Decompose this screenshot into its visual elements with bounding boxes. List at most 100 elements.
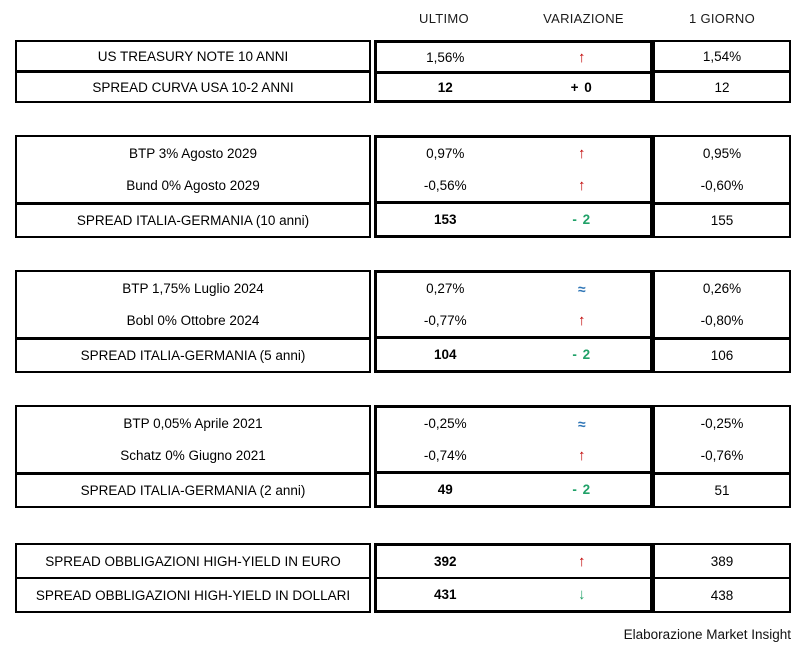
ultimo-variazione-box: 0,27% ≈ -0,77% ↑ 104 - 2 xyxy=(374,270,653,373)
ultimo-value: 1,56% xyxy=(426,49,465,65)
table-row: 155 xyxy=(655,202,789,236)
giorno-value: -0,60% xyxy=(700,178,744,194)
giorno-value: 1,54% xyxy=(702,48,742,64)
table-row: SPREAD ITALIA-GERMANIA (10 anni) xyxy=(17,202,369,236)
column-header-ultimo: ULTIMO xyxy=(419,10,469,26)
down-arrow-icon: ↓ xyxy=(578,586,586,603)
giorno-value: 106 xyxy=(710,348,734,363)
ultimo-value: -0,77% xyxy=(423,312,467,328)
source-credit: Elaborazione Market Insight xyxy=(623,627,791,642)
up-arrow-icon: ↑ xyxy=(578,145,586,163)
table-row: 438 xyxy=(655,577,789,611)
table-row: BTP 3% Agosto 2029 xyxy=(17,137,369,170)
table-row: BTP 0,05% Aprile 2021 xyxy=(17,407,369,440)
ultimo-variazione-box: -0,25% ≈ -0,74% ↑ 49 - 2 xyxy=(374,405,653,508)
label-column: BTP 1,75% Luglio 2024 Bobl 0% Ottobre 20… xyxy=(15,270,371,373)
table-us-treasury: US TREASURY NOTE 10 ANNI SPREAD CURVA US… xyxy=(0,40,805,103)
label-column: US TREASURY NOTE 10 ANNI SPREAD CURVA US… xyxy=(15,40,371,103)
table-italia-germania-5-anni: BTP 1,75% Luglio 2024 Bobl 0% Ottobre 20… xyxy=(0,270,805,373)
table-row: 49 - 2 xyxy=(377,471,650,505)
table-row: SPREAD CURVA USA 10-2 ANNI xyxy=(17,70,369,101)
ultimo-value: -0,56% xyxy=(423,177,467,193)
giorno-value: 438 xyxy=(710,587,734,603)
table-row: -0,80% xyxy=(655,305,789,338)
row-label: BTP 1,75% Luglio 2024 xyxy=(122,280,264,296)
table-row: Bobl 0% Ottobre 2024 xyxy=(17,305,369,338)
label-column: BTP 3% Agosto 2029 Bund 0% Agosto 2029 S… xyxy=(15,135,371,238)
column-header-1-giorno: 1 GIORNO xyxy=(689,10,755,26)
giorno-value: 51 xyxy=(714,483,730,498)
ultimo-value: 0,97% xyxy=(426,146,465,162)
table-row: 431 ↓ xyxy=(377,577,650,610)
table-row: Bund 0% Agosto 2029 xyxy=(17,170,369,203)
row-label: Schatz 0% Giugno 2021 xyxy=(120,448,266,464)
table-row: -0,76% xyxy=(655,440,789,473)
ultimo-value: 49 xyxy=(437,482,453,497)
table-row: 51 xyxy=(655,472,789,506)
table-row: SPREAD ITALIA-GERMANIA (5 anni) xyxy=(17,337,369,371)
table-row: SPREAD OBBLIGAZIONI HIGH-YIELD IN EURO xyxy=(17,545,369,577)
table-row: SPREAD OBBLIGAZIONI HIGH-YIELD IN DOLLAR… xyxy=(17,577,369,611)
table-row: -0,77% ↑ xyxy=(377,304,650,336)
row-label: SPREAD OBBLIGAZIONI HIGH-YIELD IN DOLLAR… xyxy=(35,587,351,603)
up-arrow-icon: ↑ xyxy=(578,176,586,194)
row-label: SPREAD ITALIA-GERMANIA (5 anni) xyxy=(80,348,306,363)
ultimo-variazione-box: 1,56% ↑ 12 + 0 xyxy=(374,40,653,103)
table-row: -0,60% xyxy=(655,170,789,203)
table-row: 0,97% ↑ xyxy=(377,138,650,170)
ultimo-value: -0,74% xyxy=(423,447,467,463)
ultimo-variazione-box: 0,97% ↑ -0,56% ↑ 153 - 2 xyxy=(374,135,653,238)
table-row: 389 xyxy=(655,545,789,577)
ultimo-value: 104 xyxy=(433,347,457,362)
ultimo-variazione-box: 392 ↑ 431 ↓ xyxy=(374,543,653,613)
table-row: 12 + 0 xyxy=(377,71,650,100)
row-label: BTP 0,05% Aprile 2021 xyxy=(123,415,263,431)
giorno-column: 0,95% -0,60% 155 xyxy=(653,135,791,238)
table-row: 12 xyxy=(655,70,789,101)
giorno-value: 389 xyxy=(710,553,734,569)
up-arrow-icon: ↑ xyxy=(578,48,586,66)
up-arrow-icon: ↑ xyxy=(578,446,586,464)
giorno-value: 0,26% xyxy=(702,280,742,296)
row-label: SPREAD ITALIA-GERMANIA (2 anni) xyxy=(80,483,306,498)
variation-indicator: - 2 xyxy=(572,212,592,227)
approximately-equal-icon: ≈ xyxy=(577,415,586,432)
giorno-column: 0,26% -0,80% 106 xyxy=(653,270,791,373)
row-label: SPREAD ITALIA-GERMANIA (10 anni) xyxy=(76,213,310,228)
ultimo-value: -0,25% xyxy=(423,416,467,431)
row-label: US TREASURY NOTE 10 ANNI xyxy=(97,48,289,64)
row-label: BTP 3% Agosto 2029 xyxy=(128,145,258,161)
giorno-value: -0,76% xyxy=(700,448,744,464)
label-column: BTP 0,05% Aprile 2021 Schatz 0% Giugno 2… xyxy=(15,405,371,508)
up-arrow-icon: ↑ xyxy=(578,311,586,329)
table-row: -0,25% ≈ xyxy=(377,408,650,439)
giorno-value: 155 xyxy=(710,213,734,228)
giorno-value: -0,25% xyxy=(700,415,744,431)
table-row: 153 - 2 xyxy=(377,201,650,235)
row-label: Bobl 0% Ottobre 2024 xyxy=(126,313,260,329)
table-row: 1,54% xyxy=(655,42,789,70)
table-row: 106 xyxy=(655,337,789,371)
table-high-yield: SPREAD OBBLIGAZIONI HIGH-YIELD IN EURO S… xyxy=(0,543,805,613)
giorno-value: 12 xyxy=(714,79,730,95)
row-label: SPREAD CURVA USA 10-2 ANNI xyxy=(92,79,294,95)
giorno-value: 0,95% xyxy=(702,145,742,161)
table-row: -0,25% xyxy=(655,407,789,440)
ultimo-value: 12 xyxy=(437,79,453,95)
table-row: -0,74% ↑ xyxy=(377,439,650,471)
table-row: US TREASURY NOTE 10 ANNI xyxy=(17,42,369,70)
table-row: SPREAD ITALIA-GERMANIA (2 anni) xyxy=(17,472,369,506)
table-row: 1,56% ↑ xyxy=(377,43,650,71)
table-row: 104 - 2 xyxy=(377,336,650,370)
variation-indicator: - 2 xyxy=(572,347,592,362)
ultimo-value: 431 xyxy=(433,587,457,602)
ultimo-value: 153 xyxy=(433,212,457,227)
column-header-variazione: VARIAZIONE xyxy=(543,10,624,26)
table-row: BTP 1,75% Luglio 2024 xyxy=(17,272,369,305)
giorno-column: -0,25% -0,76% 51 xyxy=(653,405,791,508)
variation-indicator: - 2 xyxy=(572,482,592,497)
row-label: Bund 0% Agosto 2029 xyxy=(126,178,260,194)
variation-indicator: + 0 xyxy=(570,79,593,95)
up-arrow-icon: ↑ xyxy=(578,553,586,570)
